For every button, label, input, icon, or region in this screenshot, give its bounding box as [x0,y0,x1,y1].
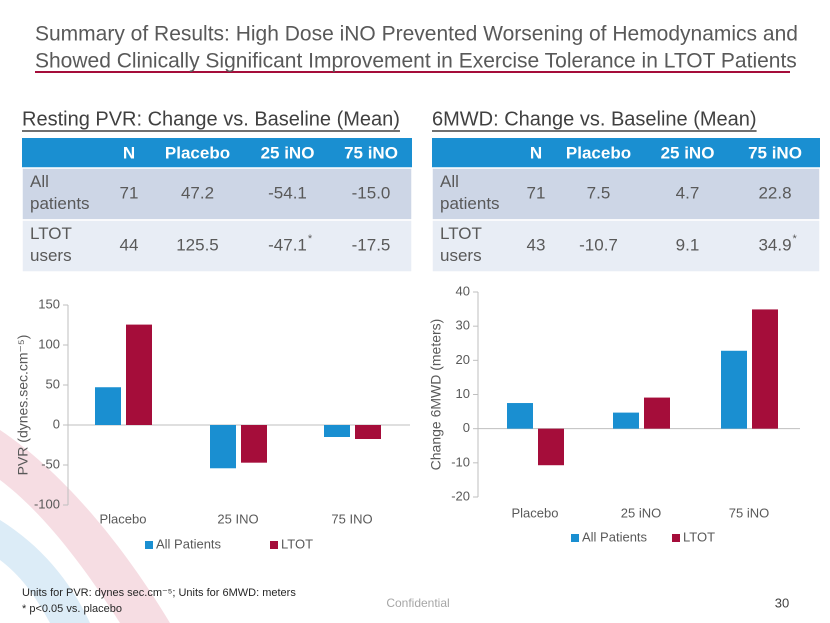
table-header-cell: N [123,143,135,162]
table-header-row [22,138,412,168]
page-number: 30 [775,595,789,610]
table-row [431,219,821,273]
table-header-cell: 25 iNO [261,143,315,162]
y-tick-label: 10 [456,386,470,401]
superscript: * [308,233,313,245]
table-cell: 22.8 [758,183,791,202]
table-header-cell: 75 iNO [748,143,802,162]
y-tick-label: -10 [451,454,470,469]
x-tick-label: Placebo [100,511,147,526]
legend-label: All Patients [156,536,222,551]
bar [721,350,747,429]
y-tick-label: 100 [38,336,60,351]
bar [538,428,564,466]
y-tick-label: 50 [46,376,60,391]
bar [210,425,236,469]
bar [613,412,639,429]
table-row [21,219,413,273]
legend-swatch [571,534,579,542]
decoration [0,430,170,623]
bar [324,425,350,437]
bar [752,309,778,429]
table-header-cell: N [530,143,542,162]
bar [507,403,533,429]
table-cell: -54.1 [268,183,307,202]
table-cell: 7.5 [587,183,611,202]
table-title: Resting PVR: Change vs. Baseline (Mean) [22,108,400,130]
y-tick-label: 30 [456,318,470,333]
table-cell: -17.5 [352,235,391,254]
bar [126,324,152,425]
y-tick-label: -20 [451,488,470,503]
legend-swatch [145,541,153,549]
x-tick-label: 25 iNO [621,505,661,520]
y-tick-label: 0 [463,420,470,435]
table-cell: 47.2 [181,183,214,202]
x-tick-label: 75 INO [331,511,372,526]
y-axis-label: Change 6MWD (meters) [428,319,444,471]
slide-title: Summary of Results: High Dose iNO Preven… [35,23,798,46]
row-label: LTOT users [440,224,486,265]
y-tick-label: 20 [456,352,470,367]
table-cell: 71 [527,183,546,202]
table-header-cell: Placebo [566,143,631,162]
legend-swatch [672,534,680,542]
slide-title: Showed Clinically Significant Improvemen… [35,50,797,73]
table-cell: 4.7 [676,183,700,202]
table-cell: 125.5 [176,235,219,254]
row-label: All patients [30,172,90,213]
table-cell: -47.1 [268,235,307,254]
table-cell: -10.7 [579,235,618,254]
x-tick-label: 25 INO [217,511,258,526]
table-cell: 9.1 [676,235,700,254]
legend-swatch [270,541,278,549]
superscript: * [793,233,798,245]
y-tick-label: 150 [38,296,60,311]
y-tick-label: -100 [34,496,60,511]
row-label: LTOT users [30,224,76,265]
table-cell: 71 [120,183,139,202]
table-cell: -15.0 [352,183,391,202]
table-title: 6MWD: Change vs. Baseline (Mean) [432,108,757,130]
table-cell: 44 [120,235,139,254]
y-tick-label: -50 [41,456,60,471]
legend-label: LTOT [281,536,313,551]
table-header-cell: 75 iNO [344,143,398,162]
decoration [0,520,90,623]
y-axis-label: PVR (dynes.sec.cm⁻⁵) [15,335,31,476]
bar [644,397,670,429]
x-tick-label: Placebo [512,505,559,520]
table-header-row [432,138,820,168]
confidential: Confidential [386,596,449,610]
table-cell: 34.9 [758,235,791,254]
row-label: All patients [440,172,500,213]
bar [355,425,381,439]
table-header-cell: Placebo [165,143,230,162]
y-tick-label: 40 [456,283,470,298]
footnote: * p<0.05 vs. placebo [22,603,122,615]
bar [241,425,267,463]
footnote: Units for PVR: dynes sec.cm⁻⁵; Units for… [22,587,296,599]
legend-label: All Patients [582,529,648,544]
table-header-cell: 25 iNO [661,143,715,162]
x-tick-label: 75 iNO [729,505,769,520]
bar [95,387,121,425]
legend-label: LTOT [683,529,715,544]
y-tick-label: 0 [53,416,60,431]
table-cell: 43 [527,235,546,254]
